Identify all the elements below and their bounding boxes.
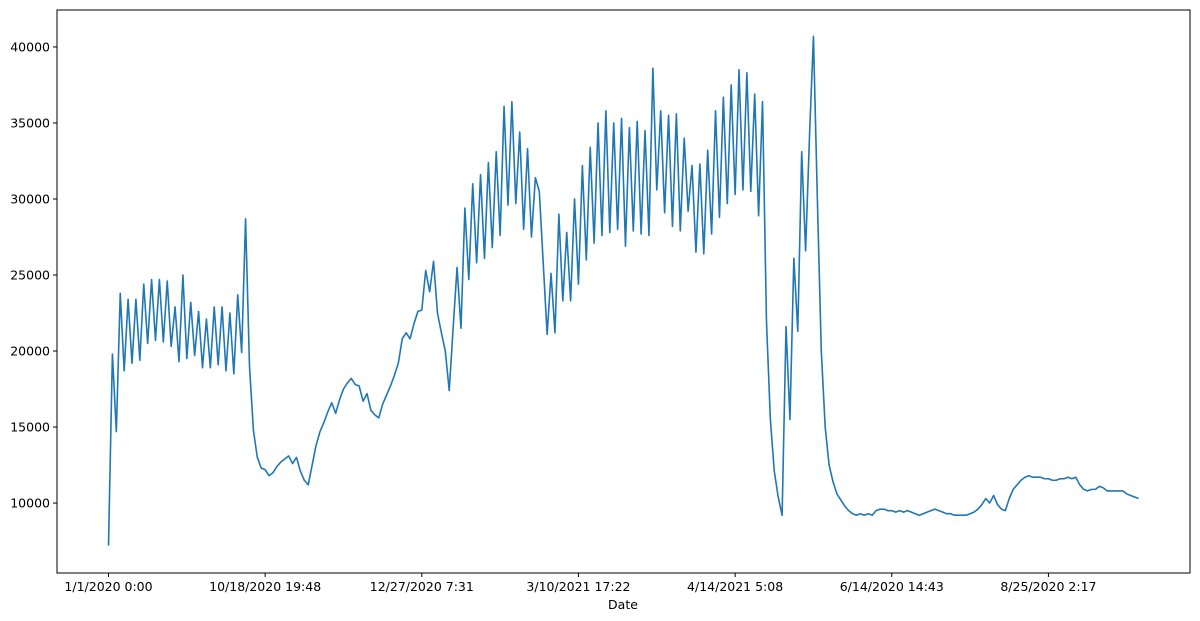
x-tick-label: 12/27/2020 7:31	[370, 579, 474, 594]
x-axis-label: Date	[608, 597, 638, 612]
x-tick-label: 4/14/2021 5:08	[687, 579, 783, 594]
y-tick-label: 25000	[10, 268, 50, 283]
x-tick-label: 3/10/2021 17:22	[526, 579, 630, 594]
plot-frame	[56, 9, 1191, 574]
y-tick-label: 10000	[10, 496, 50, 511]
y-tick-label: 40000	[10, 39, 50, 54]
x-tick-label: 8/25/2020 2:17	[1000, 579, 1096, 594]
y-tick-label: 35000	[10, 115, 50, 130]
y-tick-label: 20000	[10, 344, 50, 359]
x-tick-label: 6/14/2020 14:43	[840, 579, 944, 594]
x-tick-label: 10/18/2020 19:48	[209, 579, 321, 594]
y-tick-label: 30000	[10, 191, 50, 206]
data-line	[107, 35, 1139, 546]
x-tick-label: 1/1/2020 0:00	[64, 579, 152, 594]
y-tick-label: 15000	[10, 420, 50, 435]
